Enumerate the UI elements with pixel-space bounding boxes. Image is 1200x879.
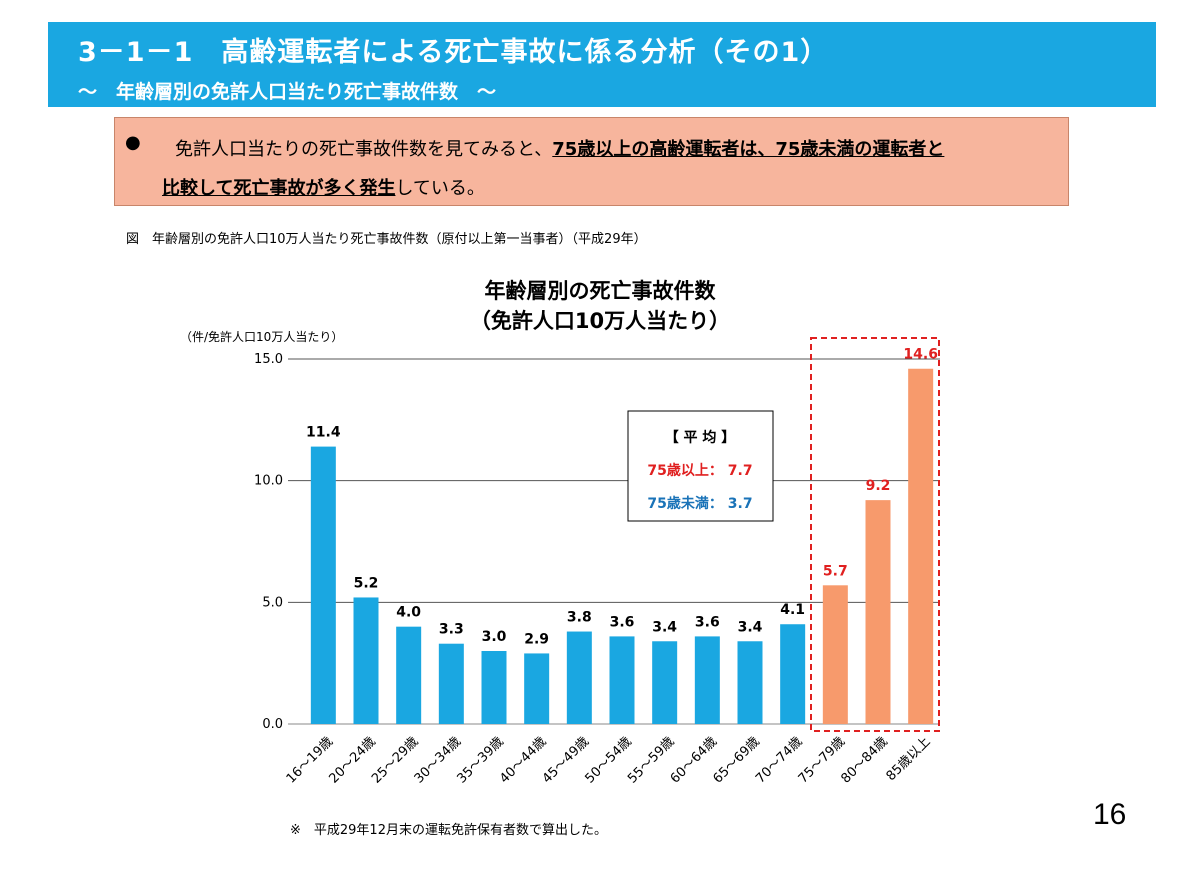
average-box-title: 【 平 均 】 bbox=[665, 429, 736, 446]
bar bbox=[822, 585, 848, 724]
average-box bbox=[627, 410, 774, 522]
data-label: 5.2 bbox=[354, 575, 379, 591]
data-label: 14.6 bbox=[903, 347, 938, 363]
bullet-icon: ● bbox=[125, 132, 141, 153]
data-label: 3.4 bbox=[652, 619, 677, 635]
bar bbox=[737, 641, 763, 724]
highlight-dashed-box bbox=[810, 337, 940, 732]
figure-caption: 図 年齢層別の免許人口10万人当たり死亡事故件数（原付以上第一当事者）（平成29… bbox=[126, 232, 647, 247]
bar bbox=[780, 624, 806, 724]
callout-line-2: 比較して死亡事故が多く発生している。 bbox=[162, 174, 485, 200]
page-subtitle: ～ 年齢層別の免許人口当たり死亡事故件数 ～ bbox=[78, 81, 497, 103]
x-tick-label: 80～84歳 bbox=[838, 734, 890, 786]
y-tick-label: 5.0 bbox=[262, 595, 283, 610]
data-label: 3.0 bbox=[482, 629, 507, 645]
header-banner: 3－1－1 高齢運転者による死亡事故に係る分析（その1） ～ 年齢層別の免許人口… bbox=[48, 22, 1156, 107]
bar bbox=[609, 636, 635, 724]
bar bbox=[652, 641, 678, 724]
y-tick-label: 0.0 bbox=[262, 717, 283, 732]
average-over75: 75歳以上： 7.7 bbox=[647, 462, 752, 479]
callout-line-2-text: している。 bbox=[395, 178, 485, 199]
bar bbox=[865, 500, 891, 724]
bar bbox=[694, 636, 720, 724]
chart-subtitle: （免許人口10万人当たり） bbox=[470, 309, 730, 333]
summary-callout: ● 免許人口当たりの死亡事故件数を見てみると、75歳以上の高齢運転者は、75歳未… bbox=[114, 117, 1069, 206]
average-under75: 75歳未満： 3.7 bbox=[647, 495, 752, 512]
data-label: 4.0 bbox=[396, 605, 421, 621]
data-label: 9.2 bbox=[866, 478, 891, 494]
bar bbox=[481, 651, 507, 724]
callout-line-1-text: 免許人口当たりの死亡事故件数を見てみると、 bbox=[175, 139, 553, 160]
x-tick-label: 85歳以上 bbox=[884, 734, 934, 784]
data-label: 3.8 bbox=[567, 610, 592, 626]
data-label: 3.3 bbox=[439, 622, 464, 638]
data-label: 3.4 bbox=[738, 619, 763, 635]
data-label: 11.4 bbox=[306, 425, 341, 441]
callout-line-2-emphasis: 比較して死亡事故が多く発生 bbox=[162, 178, 396, 199]
footnote: ※ 平成29年12月末の運転免許保有者数で算出した。 bbox=[290, 823, 607, 838]
y-axis-label: （件/免許人口10万人当たり） bbox=[180, 329, 343, 344]
chart-title: 年齢層別の死亡事故件数 bbox=[485, 279, 717, 303]
y-tick-label: 10.0 bbox=[254, 474, 283, 489]
data-label: 4.1 bbox=[780, 602, 805, 618]
data-label: 3.6 bbox=[610, 614, 635, 630]
y-tick-label: 15.0 bbox=[254, 352, 283, 367]
bar bbox=[908, 368, 934, 724]
bar bbox=[438, 643, 464, 724]
callout-line-1-emphasis: 75歳以上の高齢運転者は、75歳未満の運転者と bbox=[552, 139, 945, 160]
bar bbox=[310, 446, 336, 724]
bar bbox=[524, 653, 550, 724]
bar bbox=[353, 597, 379, 724]
page-number: 16 bbox=[1093, 798, 1127, 831]
data-label: 2.9 bbox=[524, 631, 549, 647]
data-label: 3.6 bbox=[695, 614, 720, 630]
page-title: 3－1－1 高齢運転者による死亡事故に係る分析（その1） bbox=[78, 37, 829, 68]
bar bbox=[396, 626, 422, 724]
bar bbox=[566, 631, 592, 724]
callout-line-1: 免許人口当たりの死亡事故件数を見てみると、75歳以上の高齢運転者は、75歳未満の… bbox=[175, 135, 944, 161]
data-label: 5.7 bbox=[823, 563, 848, 579]
